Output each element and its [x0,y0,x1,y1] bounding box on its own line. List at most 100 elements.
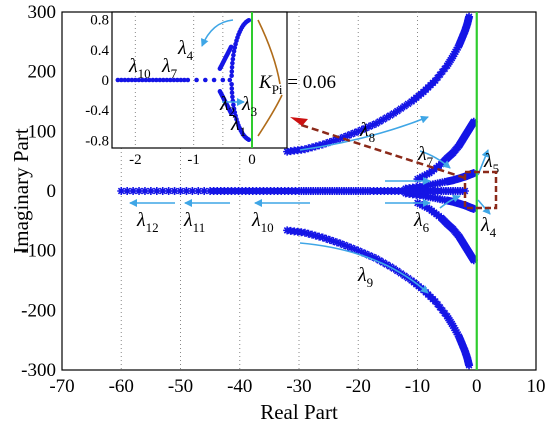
data-point [140,187,149,195]
data-point [336,134,345,143]
y-tick-label: -200 [21,300,56,321]
data-point [318,233,327,242]
x-tick-label: -10 [405,376,430,397]
data-point [300,228,309,237]
data-point [146,187,155,195]
data-point [413,175,422,184]
inset-data-point [232,45,238,50]
x-tick-label: -60 [109,376,134,397]
data-point [389,109,398,118]
data-point [329,237,338,246]
y-tick-labels: 300 200 100 0 -100 -200 -300 [21,2,56,381]
inset-data-point [140,77,145,83]
inset-data-point [231,48,237,54]
label-lambda11: λ11 [183,209,205,235]
direction-arrows [129,115,491,294]
zoom-connector [297,122,466,180]
data-point [422,203,431,212]
data-point [357,248,366,257]
inset-y-tick-label: 0 [102,73,110,89]
data-point [418,172,427,181]
inset-data-point [228,110,234,116]
data-point [469,204,478,213]
data-point [152,187,161,195]
data-point [176,187,185,195]
x-tick-label: -20 [346,376,371,397]
data-point [460,187,469,195]
inset-data-point [203,77,208,83]
data-point [340,240,349,249]
inset-label-lambda7: λ7 [161,55,178,81]
data-point [311,231,320,240]
y-tick-label: -100 [21,241,56,262]
x-tick-label: -30 [286,376,311,397]
inset-label-lambda3: λ3 [241,93,257,119]
data-point [469,256,478,265]
label-lambda10: λ10 [251,209,274,235]
arrow-lambda8 [299,115,429,151]
label-lambda4: λ4 [480,214,497,240]
inset-x-tick-label: -2 [129,152,142,168]
y-tick-label: -300 [21,360,56,381]
inset-data-point [220,77,226,83]
inset-data-point [229,86,235,91]
data-point [200,187,209,195]
data-point [415,200,424,209]
label-lambda5: λ5 [483,150,499,176]
inset-data-point [147,77,152,83]
data-point [332,135,341,144]
inset-y-tick-label: 0.4 [90,43,109,59]
data-point [158,187,167,195]
data-point [379,258,388,267]
data-point [364,251,373,260]
inset-arrow-lambda4 [201,19,234,47]
inset-branch-lower [257,94,283,137]
data-point [418,201,427,210]
inset-label-lambda1: λ1 [230,113,246,139]
x-tick-label: -70 [49,376,74,397]
inset-y-tick-label: -0.4 [85,103,109,119]
inset-data-point [129,77,135,83]
inset-data-point [136,77,142,83]
data-point [325,138,334,147]
data-point [465,12,474,21]
x-tick-label: 0 [472,376,482,397]
data-point [336,239,345,248]
data-point [364,122,373,131]
inset-annotations: λ4 λ10 λ7 λ2 λ3 λ1 [128,37,257,139]
inset-data-point [126,77,131,83]
inset-data-point [229,64,235,70]
inset-data-point [231,52,236,58]
data-point [164,187,173,195]
data-point [182,187,191,195]
data-point [420,171,429,180]
data-point [357,125,366,134]
inset-data-point [175,77,180,83]
inset-data-point [229,81,234,87]
data-point [329,136,338,145]
data-point [368,252,377,261]
data-point [386,111,395,120]
data-point [135,187,144,195]
inset-data-point [227,77,233,83]
data-point [422,170,431,179]
data-point [129,187,138,195]
inset-data-point [185,77,191,83]
inset-data-point [161,77,166,83]
data-point [415,173,424,182]
inset-data-point [133,77,138,83]
data-point [315,141,324,150]
data-point [325,235,334,244]
inset-data-point [229,69,235,74]
inset-data-point [154,77,159,83]
label-lambda9: λ9 [357,264,373,290]
data-point [372,254,381,263]
inset-data-point [168,77,173,83]
zoom-box [463,170,498,210]
inset-y-tick-label: 0.8 [90,13,109,29]
inset-data-point [229,73,234,79]
data-point [372,119,381,128]
data-point [311,142,320,151]
data-point [343,242,352,251]
